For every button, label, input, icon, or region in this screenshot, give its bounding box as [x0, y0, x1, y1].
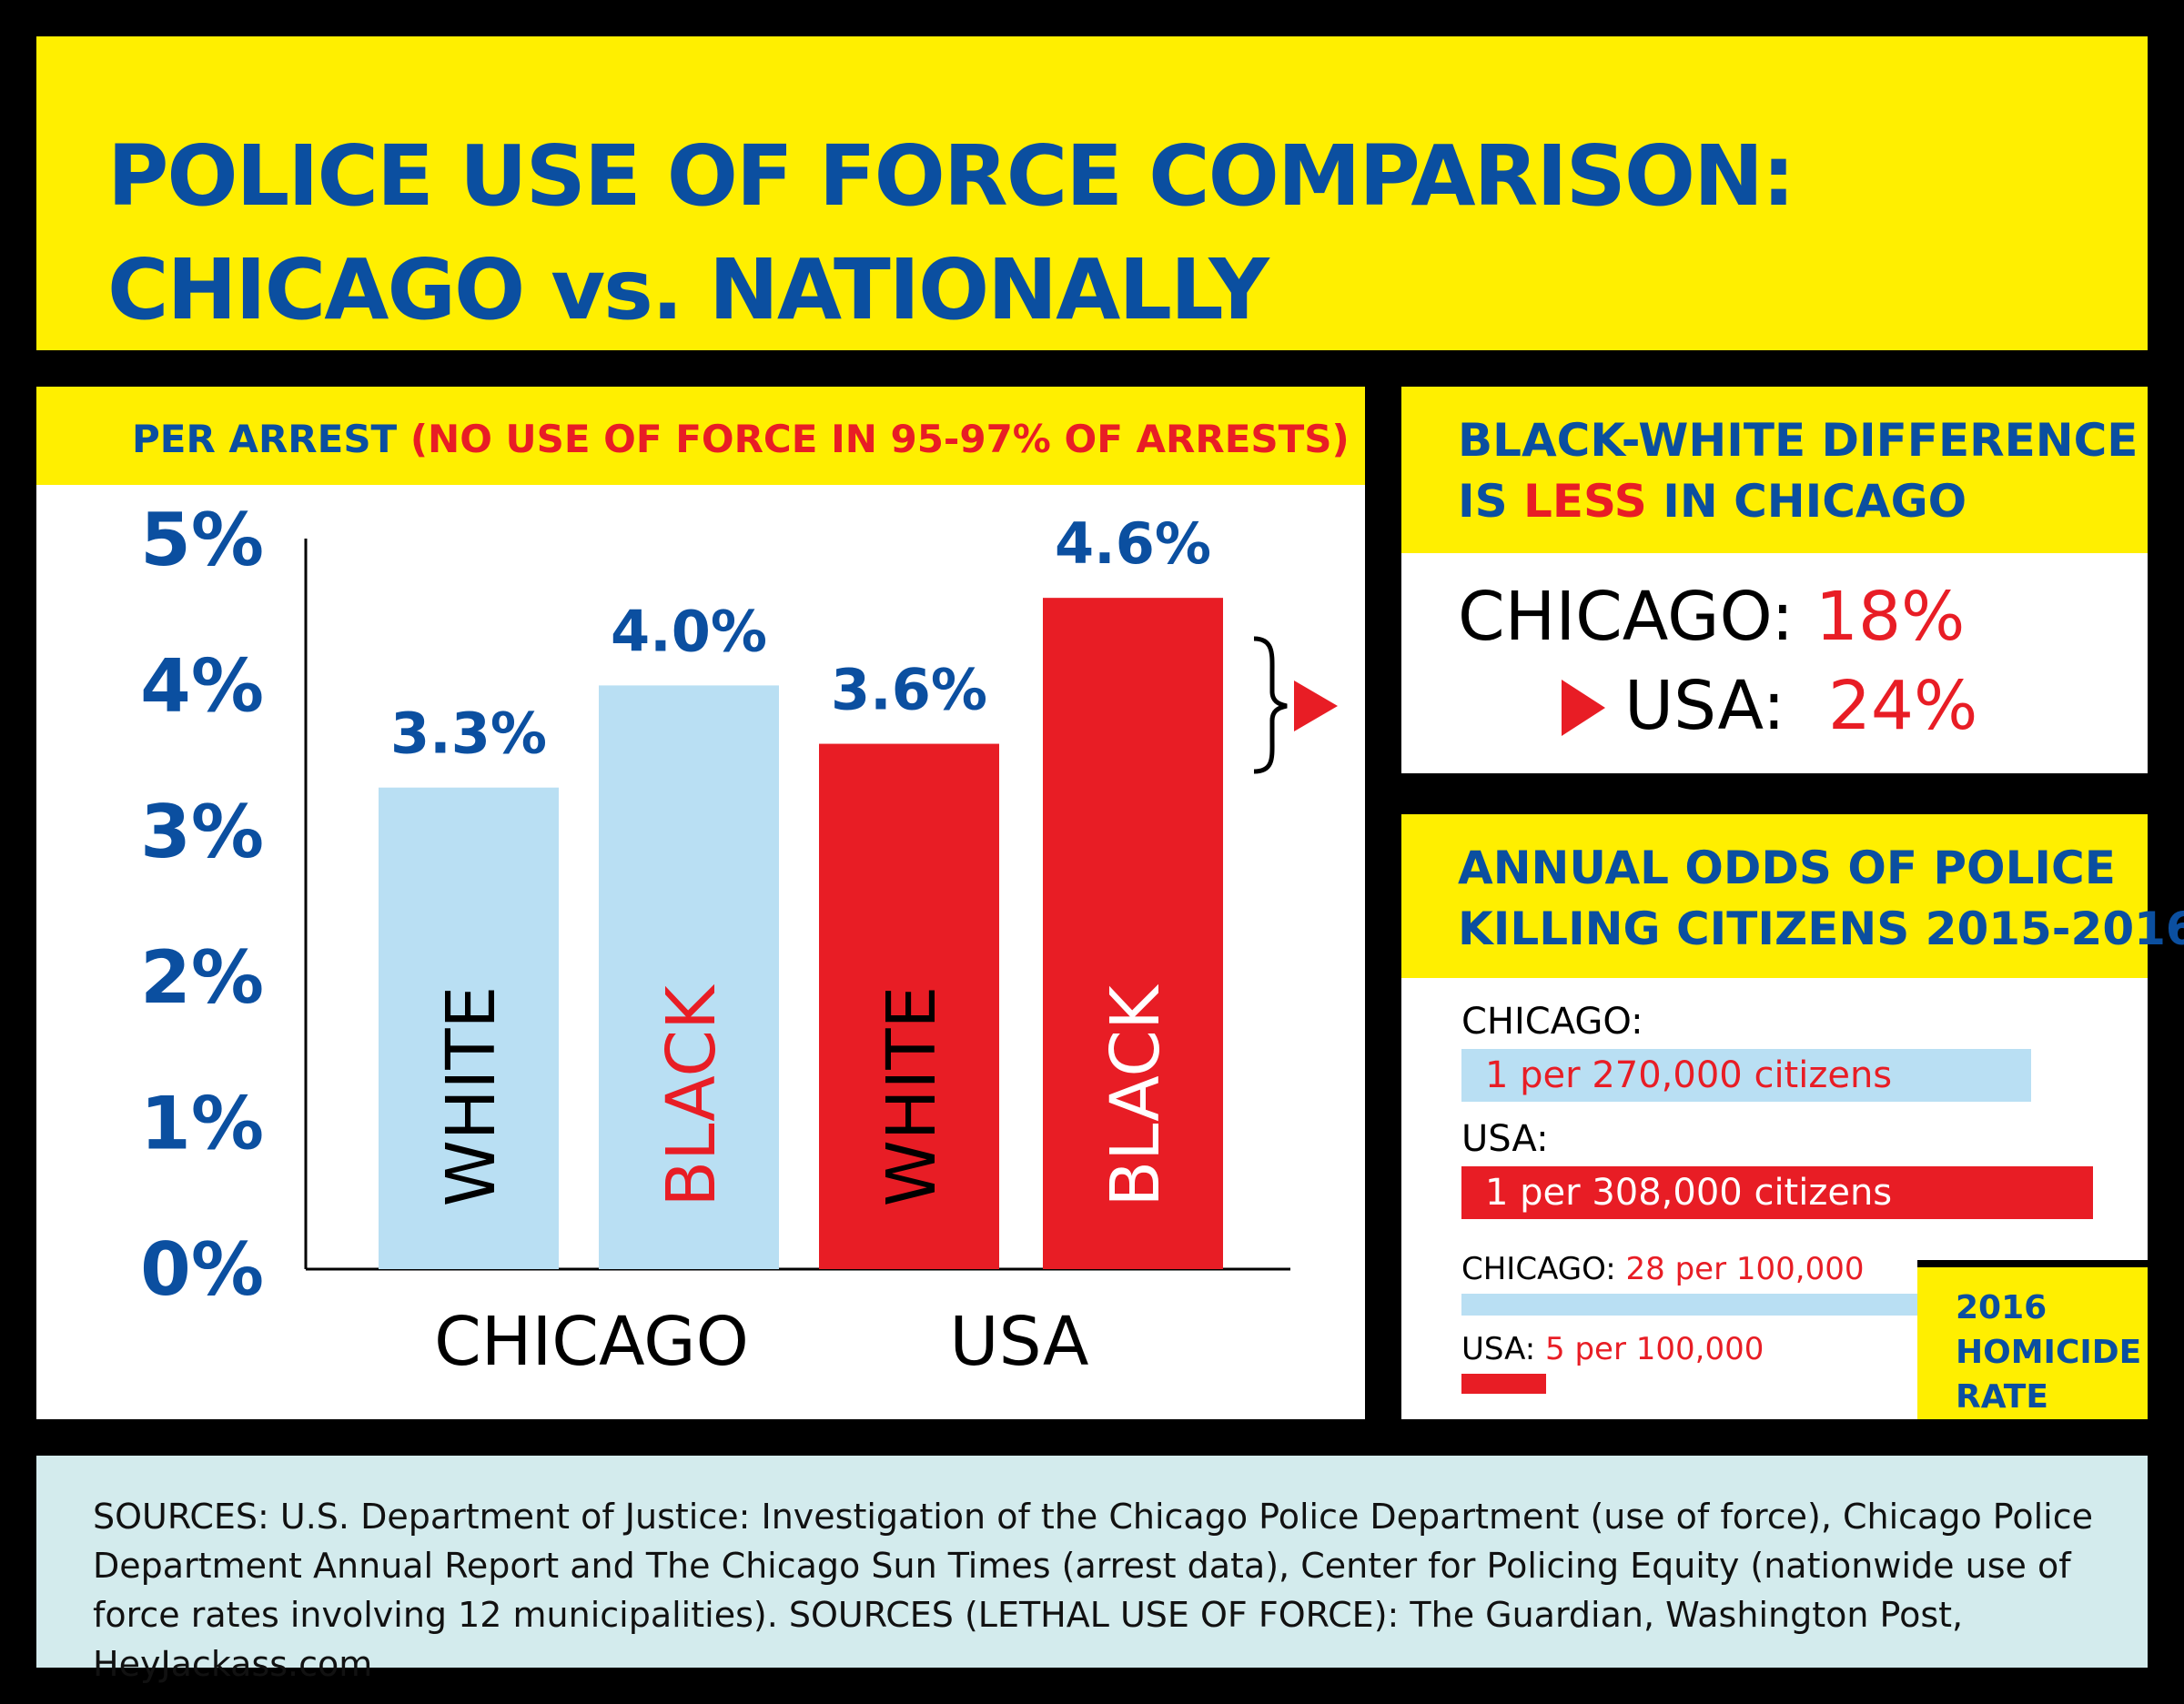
- heading-in-chicago: IN CHICAGO: [1646, 475, 1967, 528]
- per-arrest-heading: PER ARREST: [132, 417, 398, 461]
- difference-heading-line1: BLACK-WHITE DIFFERENCE: [1458, 414, 2138, 467]
- odds-chicago-bar: 1 per 270,000 citizens: [1461, 1049, 2031, 1102]
- y-tick-label: 0%: [140, 1227, 264, 1312]
- homicide-chicago-bar: [1461, 1294, 1936, 1316]
- triangle-arrow-icon: [1294, 681, 1338, 731]
- x-group-label: CHICAGO: [434, 1303, 749, 1381]
- y-tick-label: 2%: [140, 935, 264, 1020]
- bar-chicago-black: [599, 685, 779, 1269]
- bar-usa-black: [1043, 598, 1223, 1269]
- bar-category-label: WHITE: [432, 986, 511, 1207]
- homicide-chicago-label: CHICAGO:: [1461, 1251, 1616, 1287]
- difference-usa-row: USA: 24%: [1624, 667, 1977, 745]
- usa-arrow-icon: [1562, 680, 1605, 736]
- homicide-chicago-row: CHICAGO: 28 per 100,000: [1461, 1251, 1864, 1287]
- page-title-line1: POLICE USE OF FORCE COMPARISON:: [107, 127, 1795, 225]
- per-arrest-chart: 0% 1% 2% 3% 4% 5% 3.3% WHITE 4.0% BLACK 3.6% WHITE 4…: [140, 498, 1290, 1381]
- bar-category-label: WHITE: [873, 986, 951, 1207]
- homicide-label-box: 2016 HOMICIDE RATE: [1917, 1260, 2148, 1419]
- bar-value-label: 3.3%: [390, 701, 547, 767]
- bar-value-label: 4.0%: [611, 598, 767, 664]
- y-tick-label: 4%: [140, 643, 264, 728]
- odds-heading-line2: KILLING CITIZENS 2015-2016: [1458, 902, 2184, 955]
- page-title-line2: CHICAGO vs. NATIONALLY: [107, 241, 1269, 338]
- odds-usa-value: 1 per 308,000 citizens: [1485, 1172, 1893, 1214]
- sources-text: SOURCES: U.S. Department of Justice: Inv…: [93, 1497, 2093, 1684]
- odds-panel: ANNUAL ODDS OF POLICE KILLING CITIZENS 2…: [1401, 814, 2184, 1419]
- difference-panel: BLACK-WHITE DIFFERENCE IS LESS IN CHICAG…: [1401, 387, 2148, 773]
- bar-value-label: 4.6%: [1055, 510, 1211, 577]
- y-tick-label: 5%: [140, 498, 264, 582]
- homicide-usa-row: USA: 5 per 100,000: [1461, 1331, 1764, 1367]
- homicide-usa-label: USA:: [1461, 1331, 1536, 1367]
- difference-brace: [1253, 636, 1338, 774]
- homicide-label: 2016 HOMICIDE RATE: [1956, 1289, 2142, 1416]
- difference-chicago-value: 18%: [1815, 578, 1966, 656]
- difference-chicago-row: CHICAGO: 18%: [1458, 578, 1965, 656]
- per-arrest-note: (NO USE OF FORCE IN 95-97% OF ARRESTS): [410, 417, 1350, 461]
- heading-less: LESS: [1523, 475, 1647, 528]
- difference-usa-label: USA:: [1624, 667, 1785, 745]
- per-arrest-heading-wrap: PER ARREST (NO USE OF FORCE IN 95-97% OF…: [132, 417, 1350, 461]
- brace-icon: [1253, 636, 1288, 774]
- difference-usa-value: 24%: [1827, 667, 1978, 745]
- bar-value-label: 3.6%: [831, 657, 987, 723]
- bar-category-label: BLACK: [652, 983, 731, 1207]
- homicide-usa-value: 5 per 100,000: [1545, 1331, 1764, 1367]
- odds-chicago-label: CHICAGO:: [1461, 1001, 1643, 1043]
- odds-usa-bar: 1 per 308,000 citizens: [1461, 1166, 2093, 1219]
- odds-usa-label: USA:: [1461, 1118, 1549, 1160]
- odds-heading-line1: ANNUAL ODDS OF POLICE: [1458, 842, 2116, 894]
- difference-heading-line2: IS LESS IN CHICAGO: [1458, 475, 1967, 528]
- per-arrest-panel: PER ARREST (NO USE OF FORCE IN 95-97% OF…: [36, 387, 1365, 1419]
- homicide-chicago-value: 28 per 100,000: [1625, 1251, 1865, 1287]
- odds-chicago-value: 1 per 270,000 citizens: [1485, 1054, 1893, 1096]
- difference-banner: BLACK-WHITE DIFFERENCE IS LESS IN CHICAG…: [1401, 387, 2148, 553]
- heading-is: IS: [1458, 475, 1524, 528]
- bar-chicago-white: [379, 787, 559, 1269]
- odds-banner: ANNUAL ODDS OF POLICE KILLING CITIZENS 2…: [1401, 814, 2184, 978]
- x-group-label: USA: [949, 1303, 1089, 1381]
- bar-category-label: BLACK: [1097, 983, 1175, 1207]
- homicide-usa-bar: [1461, 1374, 1546, 1394]
- per-arrest-banner: PER ARREST (NO USE OF FORCE IN 95-97% OF…: [36, 387, 1365, 485]
- y-tick-label: 1%: [140, 1082, 264, 1166]
- header-banner: POLICE USE OF FORCE COMPARISON: CHICAGO …: [36, 36, 2148, 350]
- sources-box: SOURCES: U.S. Department of Justice: Inv…: [36, 1456, 2148, 1684]
- bar-usa-white: [819, 743, 999, 1269]
- difference-chicago-label: CHICAGO:: [1458, 578, 1795, 656]
- y-tick-label: 3%: [140, 790, 264, 874]
